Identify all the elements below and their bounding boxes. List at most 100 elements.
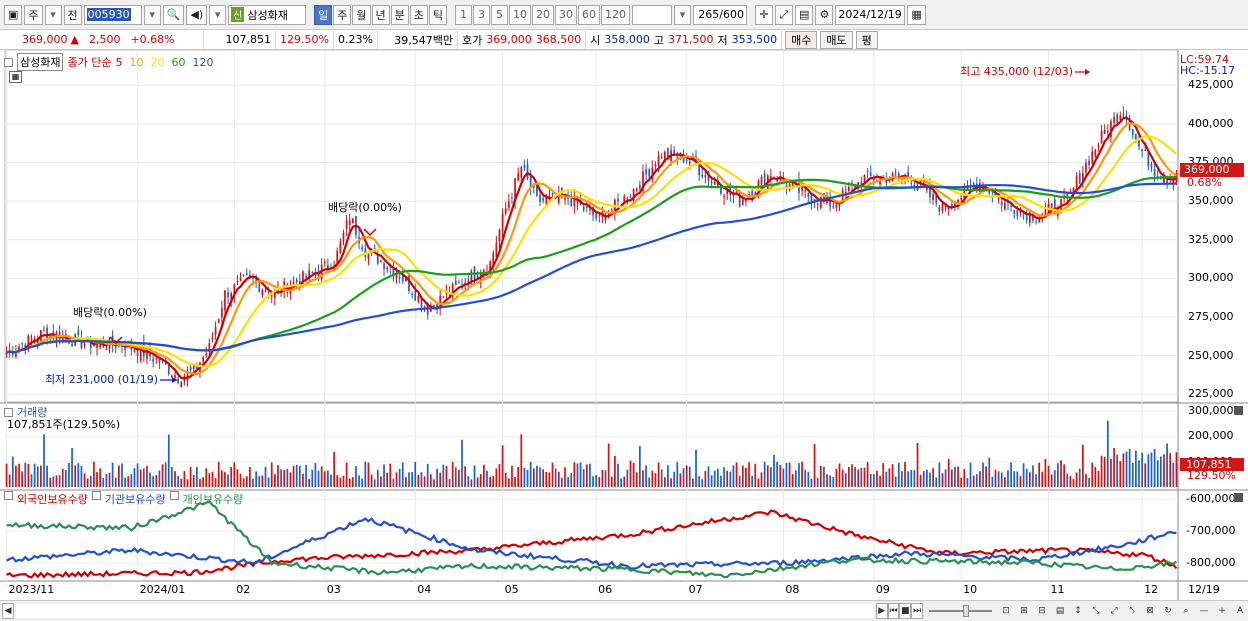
candle-body	[1091, 151, 1094, 163]
tool-icon-8[interactable]: ⊠	[1146, 606, 1154, 616]
first-page-icon[interactable]: ⏮	[887, 603, 900, 619]
volume-bar	[333, 451, 335, 487]
tool-icon-7[interactable]: ⤣	[1129, 606, 1135, 616]
panel-close-icon[interactable]	[1234, 406, 1243, 415]
period-select-a[interactable]: 주	[24, 4, 43, 25]
tool-icon-12[interactable]: +	[1218, 606, 1226, 616]
calendar-icon[interactable]: ▦	[907, 4, 926, 25]
candle-body	[220, 308, 223, 318]
candle-body	[685, 159, 688, 161]
sell-button[interactable]: 매도	[820, 30, 853, 49]
tab-5[interactable]: 초	[409, 4, 428, 25]
date-input[interactable]: 2024/12/19	[835, 4, 906, 25]
tool-icon-10[interactable]: ⌕	[1183, 606, 1189, 616]
candle-body	[46, 327, 48, 340]
tab-1[interactable]: 주	[333, 4, 352, 25]
candle-body	[423, 306, 426, 308]
tool-icon-2[interactable]: ⊟	[1038, 606, 1046, 616]
candle-body	[629, 196, 632, 198]
crosshair-icon[interactable]: ✛	[755, 4, 773, 25]
candle-body	[339, 241, 342, 254]
candle-body	[1103, 130, 1106, 134]
interval-10[interactable]: 10	[509, 4, 531, 25]
legend-box-icon[interactable]	[4, 407, 13, 417]
tool-icon-13[interactable]: A	[1236, 606, 1244, 616]
candle-body	[295, 279, 298, 283]
x-tick-label: 10	[963, 583, 978, 596]
interval-dropdown-icon[interactable]: ▾	[674, 4, 691, 25]
volume-bar	[929, 472, 931, 487]
legend-ma-20[interactable]: 20	[150, 55, 165, 69]
scroll-left-icon[interactable]: ◀	[2, 603, 14, 619]
tool-icon-9[interactable]: ↻	[1164, 606, 1172, 616]
interval-20[interactable]: 20	[532, 4, 554, 25]
chart-canvas[interactable]	[0, 50, 1248, 600]
grid-table-icon[interactable]: ▦	[9, 71, 22, 83]
candle-body	[114, 346, 117, 349]
candle-body	[860, 182, 863, 186]
stock-name-field[interactable]: 신 삼성화재	[228, 4, 307, 25]
next-page-icon[interactable]: ⏭	[911, 603, 923, 619]
search-icon[interactable]: 🔍	[162, 4, 185, 25]
chart-area[interactable]: 삼성화재 종가 단순 5 10 20 60 120 ▦ LC:59.74 HC:-15.…	[0, 50, 1248, 600]
legend-ma-5[interactable]: 5	[115, 55, 123, 69]
zoom-slider[interactable]	[928, 605, 992, 617]
layout-icon[interactable]: ▣	[4, 4, 23, 25]
tool-icon-6[interactable]: ⤢	[1110, 606, 1118, 616]
dropdown-icon[interactable]: ▾	[44, 4, 62, 25]
candle-body	[1081, 172, 1084, 181]
volume-bar	[573, 462, 576, 487]
legend-ma-60[interactable]: 60	[171, 55, 186, 69]
candle-body	[960, 197, 963, 200]
interval-1[interactable]: 1	[455, 4, 472, 25]
volume-bar	[470, 479, 473, 487]
tool-icon-1[interactable]: ⊞	[1020, 606, 1028, 616]
interval-5[interactable]: 5	[491, 4, 508, 25]
scroll-track[interactable]	[15, 604, 874, 618]
candle-body	[604, 214, 607, 221]
legend-box-icon[interactable]	[169, 491, 179, 500]
tool-icon-11[interactable]: —	[1199, 606, 1209, 616]
interval-30[interactable]: 30	[555, 4, 577, 25]
avg-button[interactable]: 평	[855, 30, 878, 49]
tab-3[interactable]: 년	[371, 4, 390, 25]
legend-box-icon[interactable]	[91, 491, 101, 500]
tab-0[interactable]: 일	[314, 4, 333, 25]
save-icon[interactable]: ▤	[795, 4, 814, 25]
interval-120[interactable]: 120	[601, 4, 630, 25]
stock-code-input[interactable]: 005930	[83, 4, 142, 25]
candle-body	[139, 345, 142, 361]
tool-icon-3[interactable]: ▤	[1055, 606, 1065, 616]
volume-bar	[270, 462, 273, 487]
speaker-dropdown-icon[interactable]: ▾	[209, 4, 227, 25]
speaker-icon[interactable]: ◀)	[186, 4, 208, 25]
scroll-right-icon[interactable]: ▶	[875, 603, 888, 619]
settings-icon[interactable]: ⚙	[815, 4, 834, 25]
volume-bar	[688, 466, 691, 487]
tab-6[interactable]: 틱	[428, 4, 447, 25]
interval-custom-input[interactable]	[632, 4, 672, 25]
period-select-b[interactable]: 전	[63, 4, 82, 25]
stop-icon[interactable]: ■	[899, 603, 912, 619]
draw-tool-icon[interactable]: ⤢	[775, 4, 793, 25]
tab-2[interactable]: 월	[352, 4, 371, 25]
legend-ma-10[interactable]: 10	[129, 55, 144, 69]
volume-bar	[1072, 479, 1075, 487]
legend-box-icon[interactable]	[4, 57, 13, 67]
legend-ma-120[interactable]: 120	[192, 55, 214, 69]
buy-button[interactable]: 매수	[785, 30, 818, 49]
legend-box-icon[interactable]	[4, 491, 13, 500]
volume-bar	[614, 455, 616, 487]
interval-3[interactable]: 3	[473, 4, 490, 25]
tab-4[interactable]: 분	[390, 4, 409, 25]
tool-icon-0[interactable]: ⊡	[1002, 606, 1010, 616]
candle-body	[264, 291, 267, 293]
volume-bar	[479, 474, 482, 487]
tool-icon-5[interactable]: ⤡	[1092, 606, 1100, 616]
tool-icon-4[interactable]: ↕	[1074, 606, 1082, 616]
panel-close-icon[interactable]	[1234, 493, 1243, 502]
candle-body	[1141, 149, 1143, 152]
count-field[interactable]: 265/600	[693, 4, 747, 25]
code-dropdown-icon[interactable]: ▾	[143, 4, 161, 25]
interval-60[interactable]: 60	[578, 4, 600, 25]
